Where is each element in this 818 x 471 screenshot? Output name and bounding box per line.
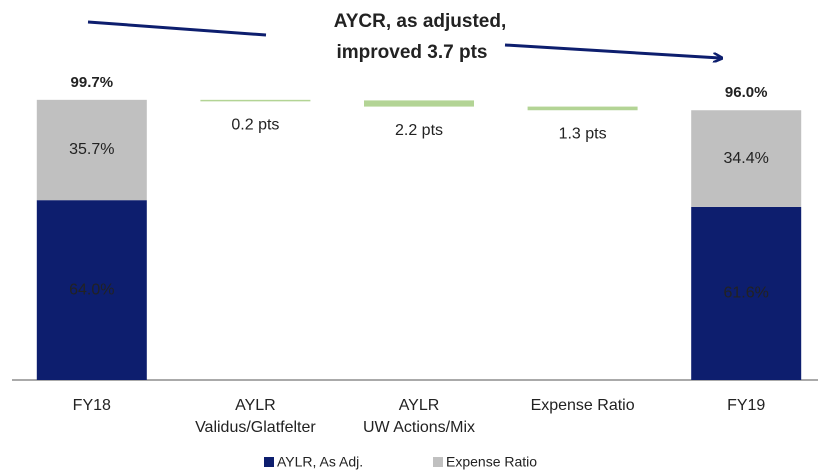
x-tick-label: Expense Ratio bbox=[531, 397, 635, 414]
bar-segment bbox=[691, 206, 802, 380]
data-label: 0.2 pts bbox=[231, 117, 279, 134]
legend-swatch bbox=[264, 457, 274, 467]
total-label: 96.0% bbox=[725, 84, 768, 101]
x-tick-label: UW Actions/Mix bbox=[363, 419, 475, 436]
legend-label: AYLR, As Adj. bbox=[277, 454, 363, 470]
arrow bbox=[504, 43, 720, 58]
bar-segment bbox=[36, 200, 147, 380]
x-tick-label: AYLR bbox=[235, 397, 276, 414]
data-label: 64.0% bbox=[69, 281, 114, 298]
change-bar bbox=[527, 106, 638, 111]
annotation: AYCR, as adjusted, bbox=[334, 11, 506, 32]
bar-segment bbox=[36, 99, 147, 201]
x-tick-label: FY18 bbox=[73, 397, 111, 414]
change-bar bbox=[364, 100, 474, 107]
data-label: 2.2 pts bbox=[395, 122, 443, 139]
annotation: improved 3.7 pts bbox=[337, 42, 488, 63]
arrow-line bbox=[87, 20, 267, 37]
x-tick-label: AYLR bbox=[399, 397, 440, 414]
legend-swatch bbox=[433, 457, 443, 467]
x-tick-label: FY19 bbox=[727, 397, 765, 414]
data-label: 61.6% bbox=[724, 285, 769, 302]
data-label: 34.4% bbox=[724, 150, 769, 167]
data-label: 35.7% bbox=[69, 141, 114, 158]
x-tick-label: Validus/Glatfelter bbox=[195, 419, 316, 436]
total-label: 99.7% bbox=[71, 74, 114, 91]
legend-label: Expense Ratio bbox=[446, 454, 537, 470]
change-bar bbox=[200, 99, 311, 102]
bar-segment bbox=[691, 110, 802, 207]
data-label: 1.3 pts bbox=[559, 125, 607, 142]
